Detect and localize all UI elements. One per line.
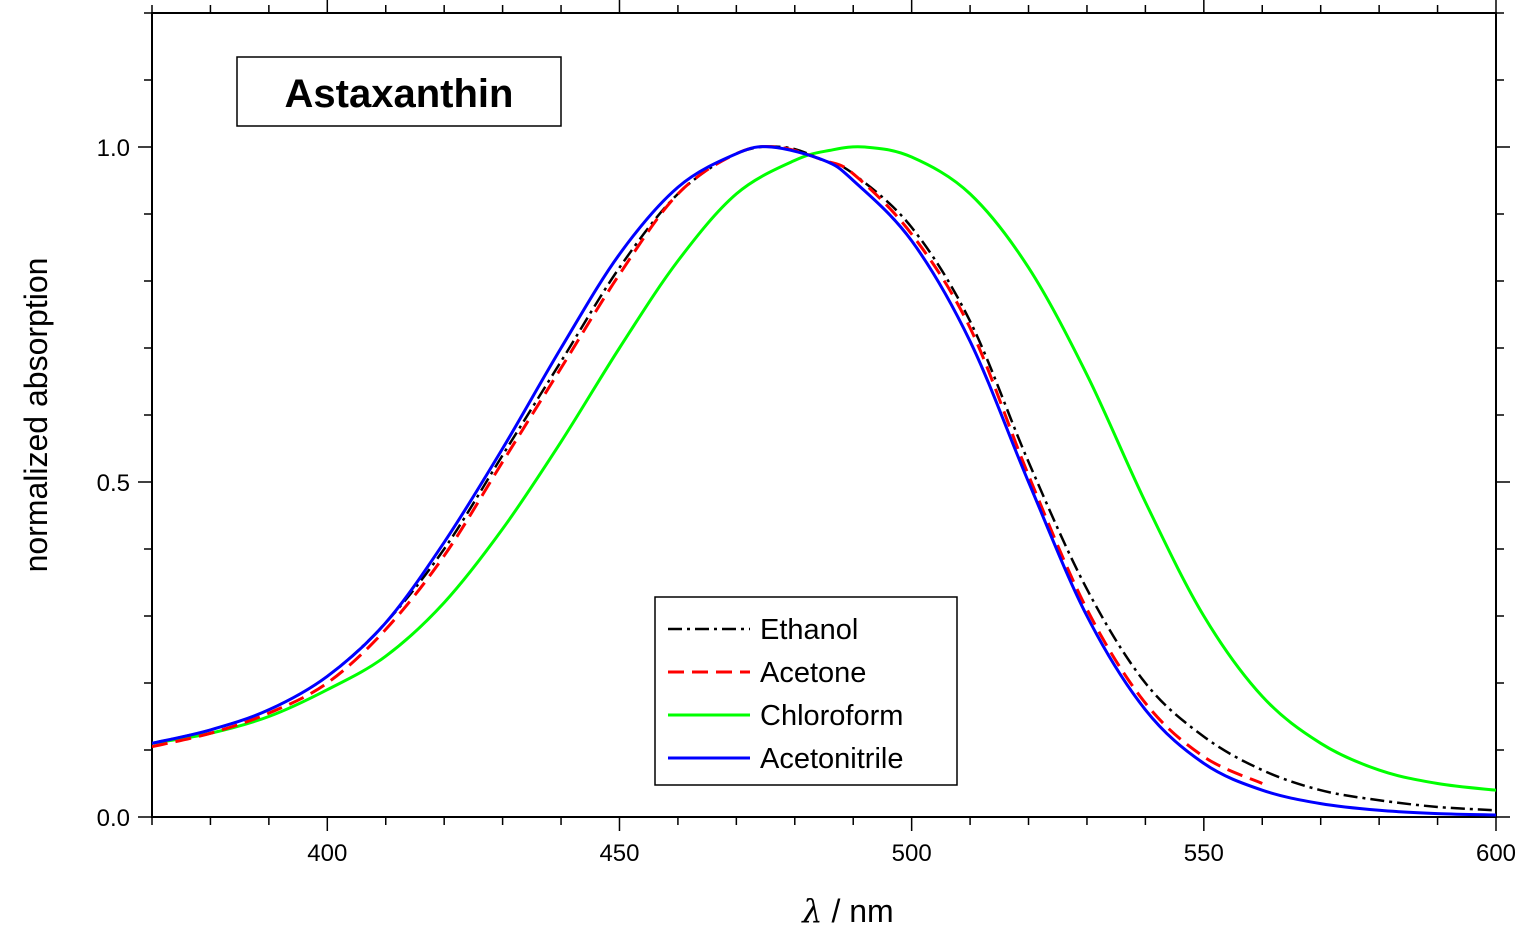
x-axis-label: λ / nm	[800, 892, 893, 930]
legend-label-acetonitrile: Acetonitrile	[760, 743, 903, 775]
x-tick-label: 600	[1476, 840, 1516, 867]
axis-ticks	[138, 0, 1510, 831]
legend-label-ethanol: Ethanol	[760, 614, 858, 646]
y-axis-label: normalized absorption	[18, 258, 54, 573]
legend: Ethanol Acetone Chloroform Acetonitrile	[654, 596, 958, 786]
series-line-acetonitrile	[152, 145, 1496, 817]
title-box: Astaxanthin	[236, 56, 562, 127]
y-tick-label: 0.0	[97, 805, 130, 832]
x-tick-label: 500	[892, 840, 932, 867]
series-line-chloroform	[152, 145, 1496, 792]
chart-title: Astaxanthin	[285, 72, 514, 116]
y-tick-labels: 0.0 0.5 1.0	[97, 135, 130, 832]
y-tick-label: 0.5	[97, 470, 130, 497]
y-tick-label: 1.0	[97, 135, 130, 162]
x-tick-label: 450	[599, 840, 639, 867]
x-axis-unit: / nm	[823, 893, 894, 929]
title-box-frame	[236, 56, 562, 127]
x-tick-label: 550	[1184, 840, 1224, 867]
x-tick-labels: 400 450 500 550 600	[307, 840, 1516, 867]
x-tick-label: 400	[307, 840, 347, 867]
legend-label-chloroform: Chloroform	[760, 700, 903, 732]
legend-label-acetone: Acetone	[760, 657, 866, 689]
series-lines	[152, 144, 1496, 817]
x-axis-symbol: λ	[800, 892, 822, 930]
